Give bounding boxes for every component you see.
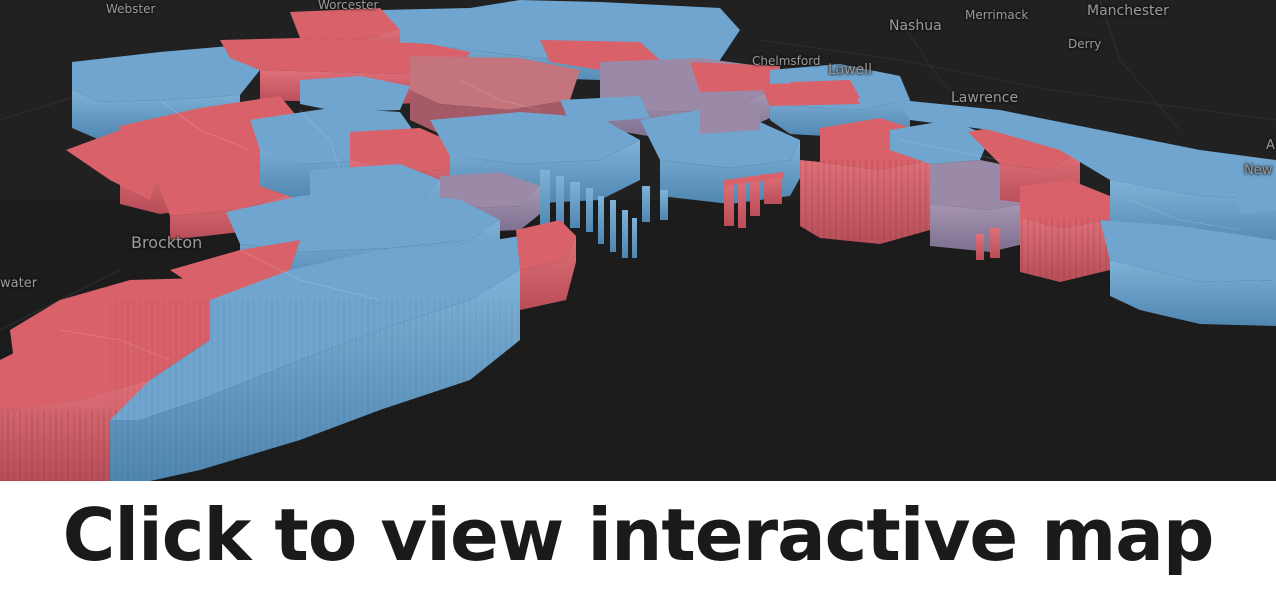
town-borders: [59, 79, 1241, 361]
district-polygons-middle: [66, 76, 860, 258]
view-map-link-text[interactable]: Click to view interactive map: [62, 493, 1215, 577]
map-label-lawrence: Lawrence: [951, 90, 1019, 106]
map-preview[interactable]: Webster Worcester Nashua Merrimack Manch…: [0, 0, 1276, 481]
map-label-worcester: Worcester: [318, 0, 379, 12]
district-polygons-north-shore: [724, 100, 1276, 326]
map-label-newburyport: New: [1244, 163, 1273, 178]
map-label-chelmsford: Chelmsford: [752, 54, 821, 68]
map-label-brockton: Brockton: [131, 233, 203, 252]
extruded-districts-map: [0, 0, 1276, 481]
map-label-lowell: Lowell: [828, 62, 872, 78]
map-label-manchester: Manchester: [1087, 3, 1169, 19]
district-polygons-south: [0, 190, 576, 481]
map-label-merrimack: Merrimack: [965, 8, 1029, 22]
map-label-webster: Webster: [106, 2, 156, 16]
map-label-bridgewater: water: [0, 276, 38, 291]
view-map-banner[interactable]: Click to view interactive map: [0, 481, 1276, 593]
map-label-nashua: Nashua: [889, 18, 942, 34]
map-label-right-edge: A: [1266, 138, 1275, 153]
map-label-derry: Derry: [1068, 37, 1102, 51]
